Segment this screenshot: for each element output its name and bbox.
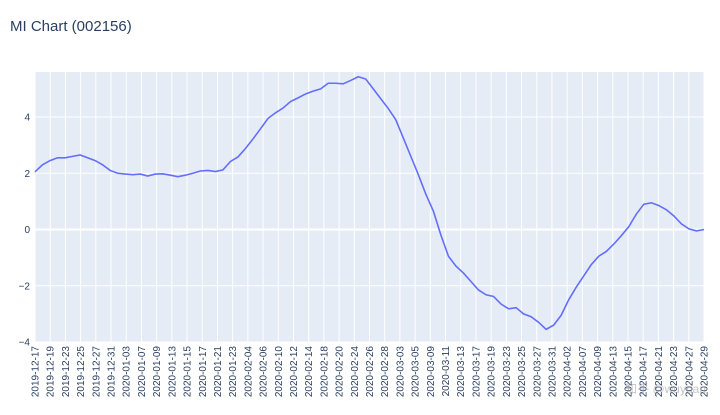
- x-tick-label: 2020-04-17: [639, 346, 650, 398]
- x-axis-ticks: 2019-12-17 2019-12-19 2019-12-23 2019-12-25…: [31, 346, 711, 398]
- x-tick-label: 2020-02-24: [350, 346, 361, 398]
- x-tick-label: 2020-01-23: [228, 346, 239, 398]
- x-tick-label: 2020-03-27: [532, 346, 543, 398]
- x-tick-label: 2020-03-31: [547, 346, 558, 398]
- x-tick-label: 2019-12-23: [61, 346, 72, 398]
- x-tick-label: 2020-01-21: [213, 346, 224, 398]
- y-tick-label: −4: [19, 338, 31, 349]
- x-tick-label: 2019-12-25: [76, 346, 87, 398]
- x-tick-label: 2020-03-05: [411, 346, 422, 398]
- x-tick-label: 2020-03-17: [471, 346, 482, 398]
- x-tick-label: 2020-04-23: [669, 346, 680, 398]
- x-tick-label: 2020-03-03: [395, 346, 406, 398]
- y-tick-label: 2: [24, 169, 30, 180]
- chart-title: MI Chart (002156): [10, 18, 132, 35]
- x-tick-label: 2020-01-17: [198, 346, 209, 398]
- x-tick-label: 2019-12-19: [46, 346, 57, 398]
- x-tick-label: 2020-01-07: [137, 346, 148, 398]
- x-tick-label: 2020-02-20: [335, 346, 346, 398]
- x-tick-label: 2020-04-02: [563, 346, 574, 398]
- x-tick-label: 2020-02-28: [380, 346, 391, 398]
- x-tick-label: 2020-02-04: [243, 346, 254, 398]
- y-tick-label: 0: [24, 225, 30, 236]
- x-tick-label: 2019-12-17: [31, 346, 42, 398]
- x-tick-label: 2020-04-21: [654, 346, 665, 398]
- x-tick-label: 2020-01-09: [152, 346, 163, 398]
- x-tick-label: 2020-02-26: [365, 346, 376, 398]
- x-tick-label: 2020-01-13: [167, 346, 178, 398]
- x-tick-label: 2020-03-19: [487, 346, 498, 398]
- y-axis-ticks: −4 −2 0 2 4: [19, 113, 31, 349]
- x-tick-label: 2020-03-09: [426, 346, 437, 398]
- x-tick-label: 2020-02-14: [304, 346, 315, 398]
- x-tick-label: 2020-02-18: [319, 346, 330, 398]
- x-tick-label: 2020-04-27: [684, 346, 695, 398]
- x-tick-label: 2020-02-12: [289, 346, 300, 398]
- watermark: 知乎 @wuyuan: [625, 382, 706, 396]
- x-tick-label: 2020-04-15: [623, 346, 634, 398]
- x-tick-label: 2020-04-29: [700, 346, 711, 398]
- x-tick-label: 2020-04-07: [578, 346, 589, 398]
- x-tick-label: 2020-03-25: [517, 346, 528, 398]
- series-line-mi: [34, 75, 705, 331]
- x-tick-label: 2020-01-15: [183, 346, 194, 398]
- x-tick-label: 2019-12-27: [91, 346, 102, 398]
- x-tick-label: 2020-04-13: [608, 346, 619, 398]
- x-tick-label: 2020-03-23: [502, 346, 513, 398]
- x-tick-label: 2020-01-03: [122, 346, 133, 398]
- x-tick-label: 2020-02-10: [274, 346, 285, 398]
- x-tick-label: 2020-04-09: [593, 346, 604, 398]
- y-tick-label: 4: [24, 113, 30, 124]
- x-tick-label: 2019-12-31: [107, 346, 118, 398]
- x-tick-label: 2020-03-13: [456, 346, 467, 398]
- gridlines: [34, 72, 705, 343]
- y-tick-label: −2: [19, 281, 31, 292]
- x-tick-label: 2020-03-11: [441, 346, 452, 397]
- x-tick-label: 2020-02-06: [259, 346, 270, 398]
